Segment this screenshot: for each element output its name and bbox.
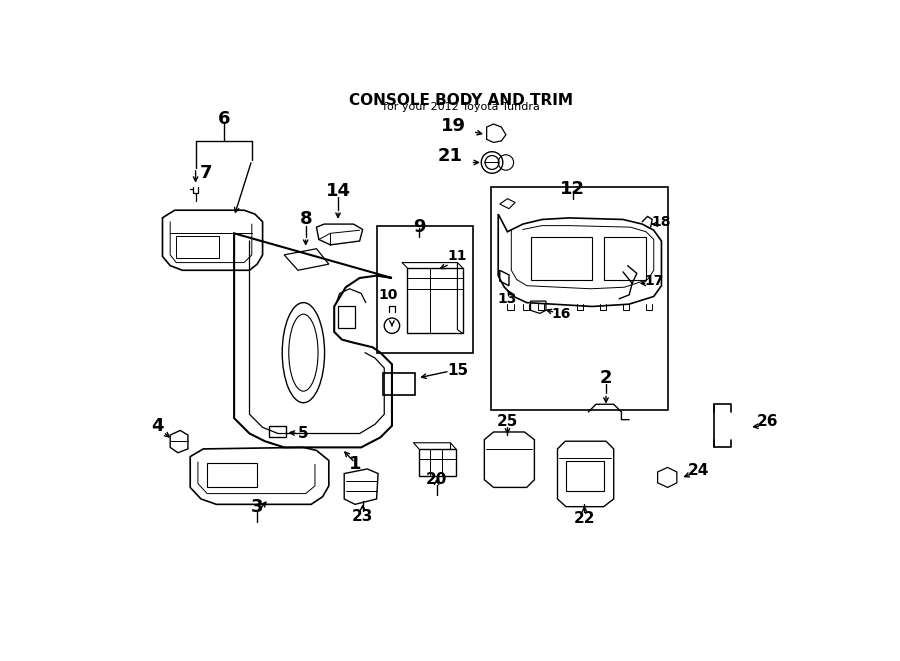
Text: 2: 2 — [599, 369, 612, 387]
Text: 24: 24 — [688, 463, 709, 478]
Bar — [566, 461, 605, 490]
Text: 8: 8 — [300, 210, 312, 229]
Bar — [418, 449, 456, 476]
Text: 21: 21 — [437, 147, 463, 165]
Bar — [604, 237, 646, 280]
Text: 20: 20 — [426, 472, 447, 487]
Text: 4: 4 — [151, 417, 164, 435]
Text: 23: 23 — [352, 509, 374, 524]
Bar — [207, 463, 257, 487]
Bar — [376, 225, 472, 353]
Text: CONSOLE BODY AND TRIM: CONSOLE BODY AND TRIM — [349, 93, 573, 108]
Text: 9: 9 — [412, 218, 425, 236]
Text: 11: 11 — [447, 249, 467, 264]
Text: 15: 15 — [446, 363, 468, 378]
Bar — [382, 373, 415, 395]
Bar — [338, 307, 355, 328]
Text: 17: 17 — [644, 274, 663, 288]
Text: 10: 10 — [378, 288, 398, 302]
Text: 13: 13 — [498, 292, 518, 306]
Text: 22: 22 — [573, 511, 595, 525]
Text: 25: 25 — [497, 414, 518, 430]
Bar — [269, 426, 285, 437]
Bar — [176, 237, 219, 258]
Text: 5: 5 — [298, 426, 309, 441]
Text: 12: 12 — [561, 180, 585, 198]
Text: 6: 6 — [218, 110, 230, 128]
Text: 7: 7 — [200, 165, 212, 182]
Text: 19: 19 — [441, 116, 466, 135]
Text: 3: 3 — [251, 498, 264, 516]
Text: 26: 26 — [757, 414, 778, 430]
Text: 18: 18 — [652, 215, 671, 229]
Bar — [530, 237, 592, 280]
Bar — [491, 187, 668, 410]
Text: 1: 1 — [348, 455, 361, 473]
Text: 16: 16 — [552, 307, 571, 321]
Bar — [408, 268, 463, 333]
Text: 14: 14 — [326, 182, 351, 200]
Text: for your 2012 Toyota Tundra: for your 2012 Toyota Tundra — [382, 102, 540, 112]
